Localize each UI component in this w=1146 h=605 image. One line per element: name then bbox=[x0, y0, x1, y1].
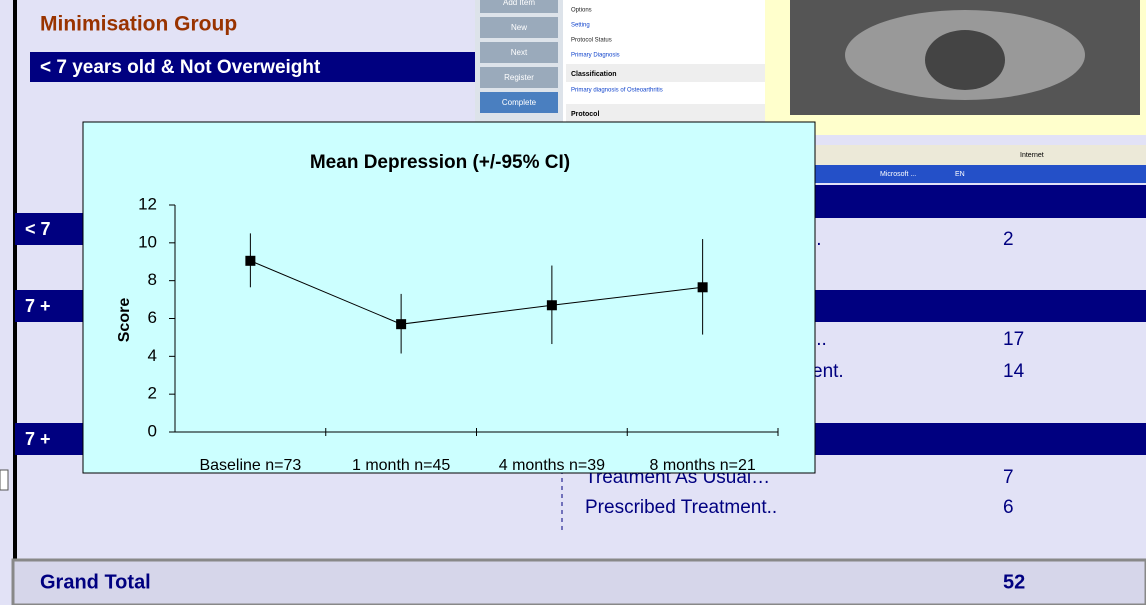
y-tick-label: 12 bbox=[138, 194, 157, 213]
group-label: 7 + bbox=[25, 296, 51, 316]
left-border bbox=[13, 0, 17, 560]
y-tick-label: 8 bbox=[148, 270, 157, 289]
subtitle-bar bbox=[30, 52, 475, 82]
title: Minimisation Group bbox=[40, 13, 237, 36]
marker bbox=[0, 469, 9, 491]
group-label: 7 + bbox=[25, 429, 51, 449]
section-label: Classification bbox=[571, 71, 617, 78]
row-count: 6 bbox=[1003, 497, 1014, 518]
x-tick-label: 8 months n=21 bbox=[649, 457, 755, 474]
y-tick-label: 2 bbox=[148, 384, 157, 403]
row-name: l. bbox=[812, 229, 822, 250]
x-tick-label: 1 month n=45 bbox=[352, 457, 450, 474]
app-button bbox=[480, 92, 558, 113]
row-name: Prescribed Treatment.. bbox=[585, 497, 777, 518]
taskbar bbox=[815, 165, 1146, 183]
app-button bbox=[480, 0, 558, 13]
chart-title: Mean Depression (+/-95% CI) bbox=[310, 152, 570, 173]
group-bar bbox=[815, 185, 1146, 218]
app-button bbox=[480, 17, 558, 38]
app-button-label: New bbox=[511, 23, 527, 32]
classification-item: Primary diagnosis of Osteoarthritis bbox=[571, 88, 663, 94]
row-count: 14 bbox=[1003, 361, 1025, 382]
series-line bbox=[250, 260, 703, 325]
total-value: 52 bbox=[1003, 571, 1025, 593]
app-button-label: Next bbox=[511, 48, 528, 57]
section-label: Protocol bbox=[571, 111, 599, 118]
app-button bbox=[480, 67, 558, 88]
app-button-label: Complete bbox=[502, 98, 537, 107]
y-tick-label: 4 bbox=[148, 346, 157, 365]
taskbar-item: Microsoft ... bbox=[880, 171, 916, 178]
total-label: Grand Total bbox=[40, 571, 151, 593]
x-tick-label: Baseline n=73 bbox=[199, 457, 301, 474]
row-count: 17 bbox=[1003, 329, 1024, 350]
section-header bbox=[566, 64, 765, 82]
point bbox=[396, 319, 407, 330]
xray-shadow bbox=[925, 30, 1005, 90]
row-name: ent. bbox=[812, 361, 844, 382]
x-tick-label: 4 months n=39 bbox=[499, 457, 605, 474]
point bbox=[245, 255, 256, 266]
menu-item: Protocol Status bbox=[571, 38, 612, 44]
menu-item: Setting bbox=[571, 23, 590, 29]
total-bar bbox=[11, 558, 1146, 605]
row-count: 2 bbox=[1003, 229, 1014, 250]
row-count: 7 bbox=[1003, 467, 1014, 488]
y-tick-label: 10 bbox=[138, 232, 157, 251]
y-axis-label: Score bbox=[116, 298, 133, 343]
point bbox=[546, 300, 557, 311]
menu-item: Primary Diagnosis bbox=[571, 53, 620, 59]
y-tick-label: 6 bbox=[148, 308, 157, 327]
taskbar-item: Internet bbox=[1020, 152, 1044, 159]
section-header bbox=[566, 104, 765, 122]
statusbar bbox=[815, 145, 1146, 165]
menu-item: Options bbox=[571, 8, 592, 14]
chart-frame bbox=[82, 121, 816, 474]
row-name: l.. bbox=[812, 329, 827, 350]
group-label: < 7 bbox=[25, 219, 51, 239]
group-bar bbox=[15, 213, 85, 245]
subtitle: < 7 years old & Not Overweight bbox=[40, 57, 321, 78]
app-button-label: Register bbox=[504, 73, 534, 82]
y-tick-label: 0 bbox=[148, 421, 157, 440]
app-button bbox=[480, 42, 558, 63]
taskbar-item: EN bbox=[955, 171, 965, 178]
app-button-label: Add Item bbox=[503, 0, 535, 7]
point bbox=[697, 282, 708, 293]
